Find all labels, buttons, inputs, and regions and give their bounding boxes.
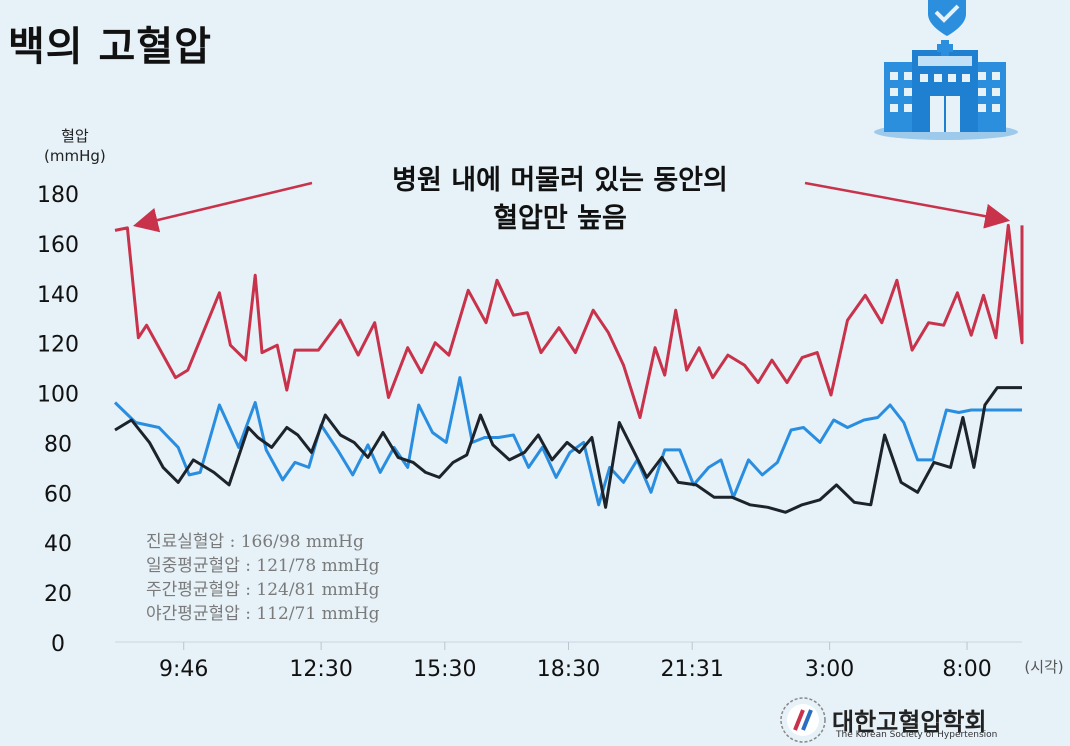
y-tick-label: 40	[44, 532, 72, 557]
daily-mean-note: 일중평균혈압 : 121/78 mmHg	[146, 556, 380, 576]
x-tick-label: 15:30	[413, 657, 476, 682]
annotation-arrow-left	[132, 181, 313, 233]
series-line-2	[114, 386, 1022, 514]
x-tick-label: 9:46	[159, 657, 208, 682]
y-tick-label: 120	[37, 333, 79, 358]
annotation-line2: 혈압만 높음	[493, 203, 627, 234]
society-logo-icon	[780, 697, 826, 743]
x-tick-label: 3:00	[805, 657, 854, 682]
annotation-line1: 병원 내에 머물러 있는 동안의	[392, 165, 728, 196]
daytime-mean-note: 주간평균혈압 : 124/81 mmHg	[146, 580, 380, 600]
society-subtitle: The Korean Society of Hypertension	[836, 730, 998, 740]
office-bp-note: 진료실혈압 : 166/98 mmHg	[146, 532, 364, 552]
y-tick-label: 0	[51, 632, 65, 657]
y-axis-unit-line1: 혈압	[61, 127, 89, 145]
x-tick-label: 18:30	[537, 657, 600, 682]
series-line-1	[113, 376, 1022, 507]
x-tick-label: 12:30	[289, 657, 352, 682]
annotation-arrow-right	[804, 181, 1011, 229]
society-name: 대한고혈압학회	[832, 708, 987, 736]
heart-shield-icon	[928, 0, 966, 36]
annotation-text: 병원 내에 머물러 있는 동안의 혈압만 높음	[330, 162, 790, 238]
y-tick-label: 60	[44, 482, 72, 507]
y-tick-label: 80	[44, 432, 72, 457]
night-mean-note: 야간평균혈압 : 112/71 mmHg	[146, 604, 380, 624]
x-axis-label: (시각)	[1024, 658, 1063, 676]
y-axis-unit: 혈압 (mmHg)	[44, 126, 106, 166]
page-title: 백의 고혈압	[8, 24, 212, 70]
y-axis-unit-line2: (mmHg)	[44, 147, 106, 165]
y-tick-label: 140	[37, 283, 79, 308]
y-tick-label: 100	[37, 383, 79, 408]
y-tick-label: 20	[44, 582, 72, 607]
y-tick-label: 180	[37, 183, 79, 208]
x-tick-label: 8:00	[942, 657, 991, 682]
series-line-0	[114, 223, 1024, 419]
x-tick-label: 21:31	[660, 657, 723, 682]
bp-summary: 진료실혈압 : 166/98 mmHg 일중평균혈압 : 121/78 mmHg…	[146, 530, 380, 626]
y-tick-label: 160	[37, 233, 79, 258]
hospital-icon	[874, 40, 1018, 140]
